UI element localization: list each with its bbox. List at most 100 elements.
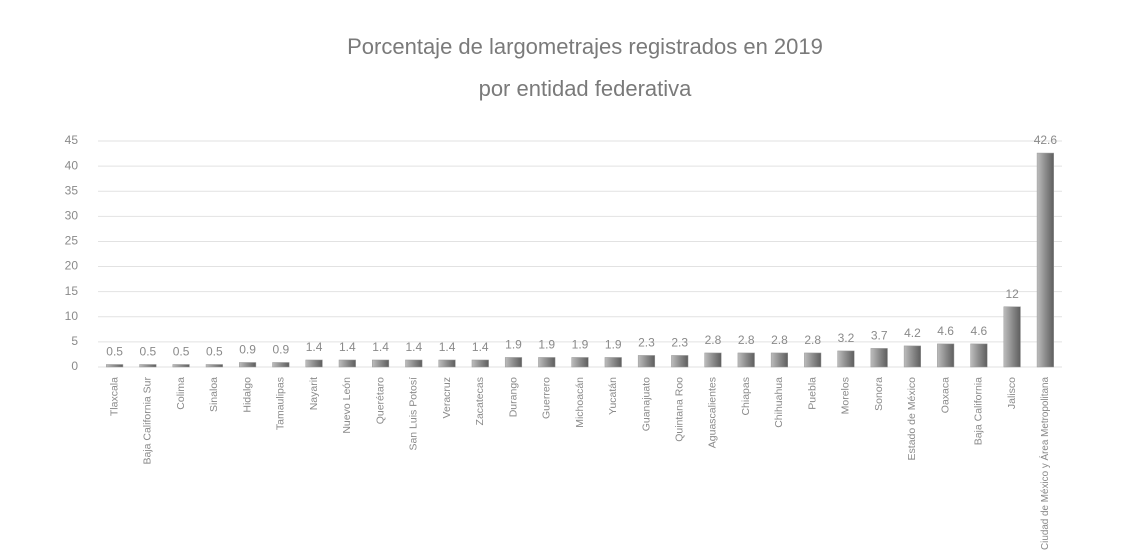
bar: [338, 359, 356, 368]
x-tick-label: Tlaxcala: [108, 377, 120, 416]
data-label: 1.9: [505, 338, 522, 352]
chart-title: por entidad federativa: [479, 76, 693, 101]
data-label: 4.6: [971, 324, 988, 338]
x-tick-label: Ciudad de México y Área Metropolitana: [1038, 377, 1051, 550]
bar: [671, 355, 689, 368]
y-tick-label: 15: [65, 284, 79, 298]
bar: [837, 350, 855, 368]
bar: [1036, 152, 1054, 368]
data-label: 1.4: [339, 340, 356, 354]
x-tick-label: Estado de México: [906, 377, 918, 461]
bar: [106, 364, 124, 368]
data-label: 0.5: [206, 345, 223, 359]
bar: [139, 364, 157, 368]
data-label: 3.2: [838, 331, 855, 345]
data-label: 1.9: [605, 338, 622, 352]
data-label: 0.9: [272, 343, 289, 357]
bar: [272, 362, 290, 368]
data-label: 4.6: [937, 324, 954, 338]
x-tick-label: Chihuahua: [773, 377, 785, 428]
x-tick-label: Yucatán: [607, 377, 619, 415]
x-tick-label: Veracruz: [441, 377, 453, 418]
x-tick-label: Tamaulipas: [275, 377, 287, 430]
y-tick-label: 35: [65, 183, 79, 197]
bar: [305, 359, 323, 368]
data-label: 2.3: [638, 336, 655, 350]
data-label: 1.4: [372, 340, 389, 354]
data-label: 1.4: [472, 340, 489, 354]
data-label: 2.3: [671, 336, 688, 350]
chart-title: Porcentaje de largometrajes registrados …: [347, 34, 823, 59]
bar: [471, 359, 489, 368]
bar: [205, 364, 223, 368]
x-tick-label: Quintana Roo: [674, 377, 686, 442]
data-label: 1.9: [538, 338, 555, 352]
bar: [937, 343, 955, 368]
bar: [1003, 306, 1021, 368]
data-label: 42.6: [1034, 133, 1058, 147]
bar: [438, 359, 456, 368]
data-label: 1.4: [439, 340, 456, 354]
data-label: 0.9: [239, 343, 256, 357]
x-tick-label: Querétaro: [374, 377, 386, 424]
data-label: 2.8: [738, 333, 755, 347]
bar: [504, 357, 523, 368]
data-label: 12: [1005, 287, 1019, 301]
x-tick-label: Chiapas: [740, 377, 752, 416]
data-label: 2.8: [705, 333, 722, 347]
bar: [903, 345, 921, 368]
x-tick-label: Morelos: [840, 377, 852, 414]
bar: [604, 357, 622, 368]
data-label: 0.5: [173, 345, 190, 359]
y-tick-label: 20: [65, 259, 79, 273]
bar: [405, 359, 423, 368]
data-label: 2.8: [771, 333, 788, 347]
x-tick-label: Aguascalientes: [707, 377, 719, 448]
bar: [239, 362, 257, 368]
x-tick-label: Sonora: [873, 377, 885, 411]
y-tick-label: 0: [71, 359, 78, 373]
data-label: 4.2: [904, 326, 921, 340]
y-tick-label: 40: [65, 158, 79, 172]
y-tick-label: 5: [71, 334, 78, 348]
data-label: 0.5: [106, 345, 123, 359]
data-label: 3.7: [871, 329, 888, 343]
x-tick-label: Guanajuato: [640, 377, 652, 431]
x-tick-label: Michoacán: [574, 377, 586, 428]
bar: [804, 352, 822, 368]
bar: [737, 352, 755, 368]
bar: [538, 357, 556, 368]
data-label: 2.8: [804, 333, 821, 347]
x-tick-label: Jalisco: [1006, 377, 1018, 409]
x-tick-label: Hidalgo: [241, 377, 253, 413]
x-tick-label: Colima: [175, 377, 187, 410]
x-tick-label: Oaxaca: [939, 377, 951, 413]
data-label: 0.5: [140, 345, 157, 359]
x-tick-label: Puebla: [806, 377, 818, 410]
bar: [637, 355, 656, 368]
x-tick-label: Nuevo León: [341, 377, 353, 434]
bar: [571, 357, 589, 368]
bar: [770, 352, 789, 368]
y-tick-label: 45: [65, 133, 79, 147]
x-tick-label: Guerrero: [541, 377, 553, 419]
bar: [870, 348, 888, 368]
data-label: 1.9: [572, 338, 589, 352]
bar: [371, 359, 390, 368]
data-label: 1.4: [405, 340, 422, 354]
x-tick-label: San Luis Potosí: [408, 377, 420, 451]
y-tick-label: 25: [65, 234, 79, 248]
x-tick-label: Baja California: [973, 377, 985, 445]
x-tick-label: Baja California Sur: [142, 377, 154, 465]
x-tick-label: Durango: [507, 377, 519, 417]
bar: [704, 352, 722, 368]
x-tick-label: Zacatecas: [474, 377, 486, 425]
bar: [970, 343, 988, 368]
data-label: 1.4: [306, 340, 323, 354]
y-tick-label: 10: [65, 309, 79, 323]
y-tick-label: 30: [65, 209, 79, 223]
x-tick-label: Nayarit: [308, 377, 320, 410]
bar: [172, 364, 190, 368]
